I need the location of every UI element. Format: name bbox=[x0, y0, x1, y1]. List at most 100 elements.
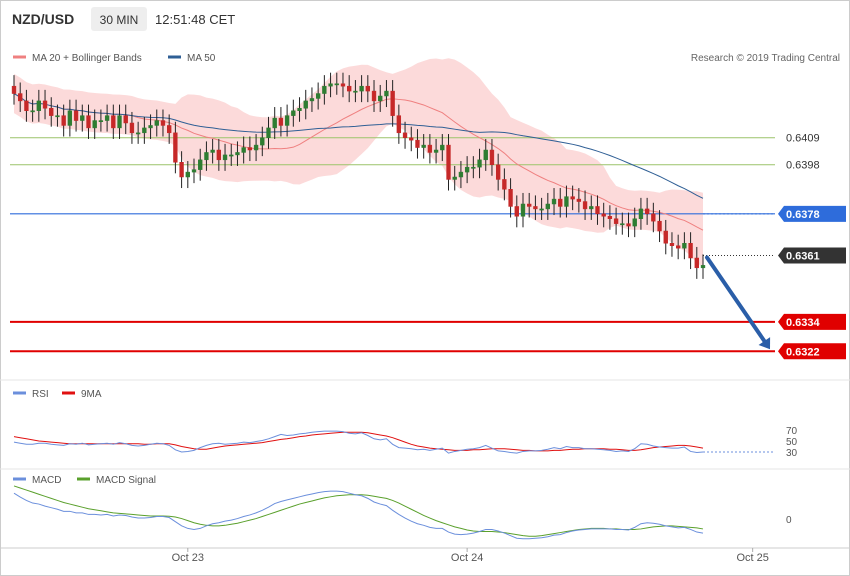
level-label-0-6398: 0.6398 bbox=[786, 160, 820, 172]
candle-body-2 bbox=[24, 100, 29, 111]
candle-body-59 bbox=[378, 95, 383, 102]
candle-body-7 bbox=[55, 115, 60, 118]
candle-body-14 bbox=[98, 120, 104, 122]
candle-body-109 bbox=[688, 243, 693, 259]
level-tag-0-6361 bbox=[778, 247, 846, 264]
macd-signal-line bbox=[13, 485, 704, 537]
candle-body-49 bbox=[315, 93, 321, 99]
candle-body-6 bbox=[49, 108, 54, 116]
copyright-text: Research © 2019 Trading Central bbox=[691, 53, 840, 64]
level-label-0-6334: 0.6334 bbox=[786, 317, 821, 329]
candle-body-68 bbox=[433, 149, 439, 153]
candle-body-111 bbox=[700, 265, 706, 269]
candle-body-21 bbox=[142, 127, 147, 134]
forecast-arrow bbox=[705, 255, 771, 350]
candle-body-80 bbox=[508, 189, 513, 207]
candle-body-101 bbox=[638, 208, 644, 219]
candle-body-16 bbox=[111, 115, 116, 129]
candle-body-99 bbox=[626, 223, 631, 227]
rsi-tick-50: 50 bbox=[786, 437, 798, 448]
ma50-line bbox=[13, 93, 704, 199]
rsi-tick-70: 70 bbox=[786, 426, 798, 437]
date-label-oct-23: Oct 23 bbox=[172, 552, 204, 564]
candle-body-66 bbox=[421, 144, 426, 148]
moving-averages bbox=[13, 93, 704, 231]
candle-body-25 bbox=[167, 125, 172, 134]
candle-body-52 bbox=[334, 83, 339, 86]
candlesticks bbox=[11, 72, 706, 279]
candle-body-47 bbox=[303, 100, 308, 109]
candle-body-54 bbox=[347, 85, 352, 92]
candle-body-65 bbox=[415, 139, 420, 148]
candle-body-1 bbox=[18, 93, 23, 102]
candle-body-42 bbox=[272, 117, 277, 129]
candle-body-70 bbox=[446, 144, 451, 180]
candle-body-91 bbox=[576, 198, 582, 202]
candle-body-103 bbox=[651, 213, 656, 222]
symbol-label: NZD/USD bbox=[12, 11, 74, 27]
price-legend: MA 20 + Bollinger Bands MA 50 Research ©… bbox=[13, 53, 840, 64]
bollinger-band-area bbox=[14, 58, 703, 268]
candle-body-45 bbox=[291, 110, 296, 116]
candle-body-28 bbox=[185, 171, 190, 178]
level-label-0-6409: 0.6409 bbox=[786, 133, 820, 145]
candle-body-94 bbox=[595, 206, 600, 215]
level-label-0-6378: 0.6378 bbox=[786, 209, 820, 221]
candle-body-97 bbox=[613, 218, 619, 224]
candle-body-73 bbox=[464, 166, 470, 173]
candle-body-92 bbox=[582, 201, 588, 210]
rsi-lines bbox=[13, 430, 775, 454]
candle-body-85 bbox=[539, 208, 544, 211]
candle-body-53 bbox=[340, 83, 346, 87]
candle-body-0 bbox=[11, 85, 17, 94]
macd-line bbox=[13, 490, 704, 540]
candle-body-33 bbox=[216, 149, 222, 161]
macd-lines bbox=[13, 485, 704, 540]
rsi-ma-legend-label: 9MA bbox=[81, 389, 102, 400]
rsi-line bbox=[13, 430, 704, 454]
level-label-0-6322: 0.6322 bbox=[786, 346, 820, 358]
candle-body-24 bbox=[160, 120, 166, 126]
candle-body-107 bbox=[675, 245, 681, 249]
candle-body-61 bbox=[390, 90, 395, 116]
candle-body-57 bbox=[365, 85, 370, 92]
candle-body-8 bbox=[61, 115, 66, 126]
price-tags: 0.6409 0.6398 0.6378 0.6361 0.6334 0.6322 bbox=[778, 133, 846, 360]
chart-header: NZD/USD 30 MIN 12:51:48 CET bbox=[12, 7, 235, 31]
candle-body-30 bbox=[198, 159, 203, 170]
candle-body-4 bbox=[36, 100, 42, 111]
legend-ma20-label: MA 20 + Bollinger Bands bbox=[32, 53, 142, 64]
candle-body-18 bbox=[123, 115, 128, 124]
bollinger-band bbox=[14, 58, 703, 268]
interval-badge[interactable] bbox=[91, 7, 147, 31]
candle-body-89 bbox=[564, 196, 569, 207]
macd-tick-0: 0 bbox=[786, 515, 792, 526]
candle-body-40 bbox=[260, 137, 265, 146]
candle-body-74 bbox=[471, 166, 476, 169]
candle-body-10 bbox=[73, 110, 79, 121]
candle-body-72 bbox=[458, 171, 464, 178]
candle-body-31 bbox=[204, 152, 209, 161]
candle-body-82 bbox=[520, 203, 526, 217]
candle-body-77 bbox=[489, 149, 495, 165]
candle-body-102 bbox=[644, 208, 650, 215]
level-label-0-6361: 0.6361 bbox=[786, 251, 820, 263]
forecast-arrow-head bbox=[758, 337, 771, 350]
candle-body-41 bbox=[266, 127, 271, 138]
candle-body-39 bbox=[253, 144, 259, 151]
candle-body-32 bbox=[210, 149, 215, 153]
candle-body-29 bbox=[191, 169, 197, 173]
candle-body-58 bbox=[371, 90, 377, 102]
candle-body-56 bbox=[359, 85, 364, 92]
date-label-oct-25: Oct 25 bbox=[736, 552, 768, 564]
time-label: 12:51:48 CET bbox=[155, 12, 235, 27]
candle-body-71 bbox=[452, 176, 457, 180]
candle-body-19 bbox=[129, 122, 135, 134]
macd-signal-legend-label: MACD Signal bbox=[96, 475, 156, 486]
candle-body-93 bbox=[589, 206, 594, 210]
level-tag-0-6334 bbox=[778, 313, 846, 330]
candle-body-83 bbox=[527, 203, 532, 207]
candle-body-38 bbox=[247, 147, 253, 151]
